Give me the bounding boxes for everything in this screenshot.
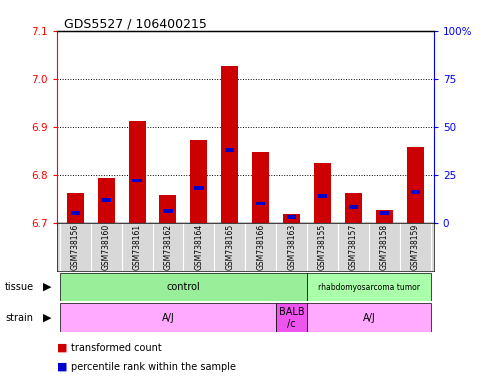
Bar — [225, 148, 235, 152]
Bar — [60, 303, 276, 332]
Text: percentile rank within the sample: percentile rank within the sample — [71, 362, 237, 372]
Text: GSM738157: GSM738157 — [349, 224, 358, 270]
Bar — [276, 303, 307, 332]
Text: GSM738155: GSM738155 — [318, 224, 327, 270]
Bar — [67, 193, 84, 223]
Bar — [307, 273, 431, 301]
Bar — [221, 66, 238, 223]
Text: rhabdomyosarcoma tumor: rhabdomyosarcoma tumor — [318, 283, 420, 291]
Bar — [159, 195, 176, 223]
Bar — [380, 211, 389, 215]
Text: A/J: A/J — [362, 313, 375, 323]
Text: ■: ■ — [57, 362, 67, 372]
Text: ▶: ▶ — [43, 282, 51, 292]
Bar — [407, 147, 424, 223]
Text: transformed count: transformed count — [71, 343, 162, 353]
Text: ▶: ▶ — [43, 313, 51, 323]
Text: GDS5527 / 106400215: GDS5527 / 106400215 — [64, 17, 207, 30]
Bar — [349, 205, 358, 209]
Bar — [133, 179, 142, 182]
Text: GSM738158: GSM738158 — [380, 224, 389, 270]
Bar — [98, 178, 115, 223]
Bar — [60, 273, 307, 301]
Bar — [314, 163, 331, 223]
Bar — [102, 198, 111, 202]
Text: GSM738160: GSM738160 — [102, 224, 110, 270]
Text: GSM738156: GSM738156 — [70, 224, 80, 270]
Text: GSM738164: GSM738164 — [194, 224, 204, 270]
Text: GSM738162: GSM738162 — [164, 224, 173, 270]
Bar — [345, 193, 362, 223]
Bar — [411, 190, 420, 194]
Text: control: control — [167, 282, 200, 292]
Bar — [283, 214, 300, 223]
Bar — [318, 194, 327, 198]
Text: GSM738161: GSM738161 — [133, 224, 141, 270]
Text: GSM738159: GSM738159 — [411, 224, 420, 270]
Bar — [256, 202, 265, 205]
Bar — [129, 121, 145, 223]
Text: A/J: A/J — [162, 313, 175, 323]
Bar — [252, 152, 269, 223]
Text: GSM738165: GSM738165 — [225, 224, 234, 270]
Bar — [163, 209, 173, 213]
Text: ■: ■ — [57, 343, 67, 353]
Bar — [287, 215, 296, 219]
Bar — [194, 186, 204, 190]
Text: GSM738163: GSM738163 — [287, 224, 296, 270]
Bar — [307, 303, 431, 332]
Text: strain: strain — [5, 313, 33, 323]
Text: GSM738166: GSM738166 — [256, 224, 265, 270]
Bar — [190, 140, 208, 223]
Text: BALB
/c: BALB /c — [279, 307, 305, 329]
Text: tissue: tissue — [5, 282, 34, 292]
Bar — [70, 211, 80, 215]
Bar — [376, 210, 393, 223]
